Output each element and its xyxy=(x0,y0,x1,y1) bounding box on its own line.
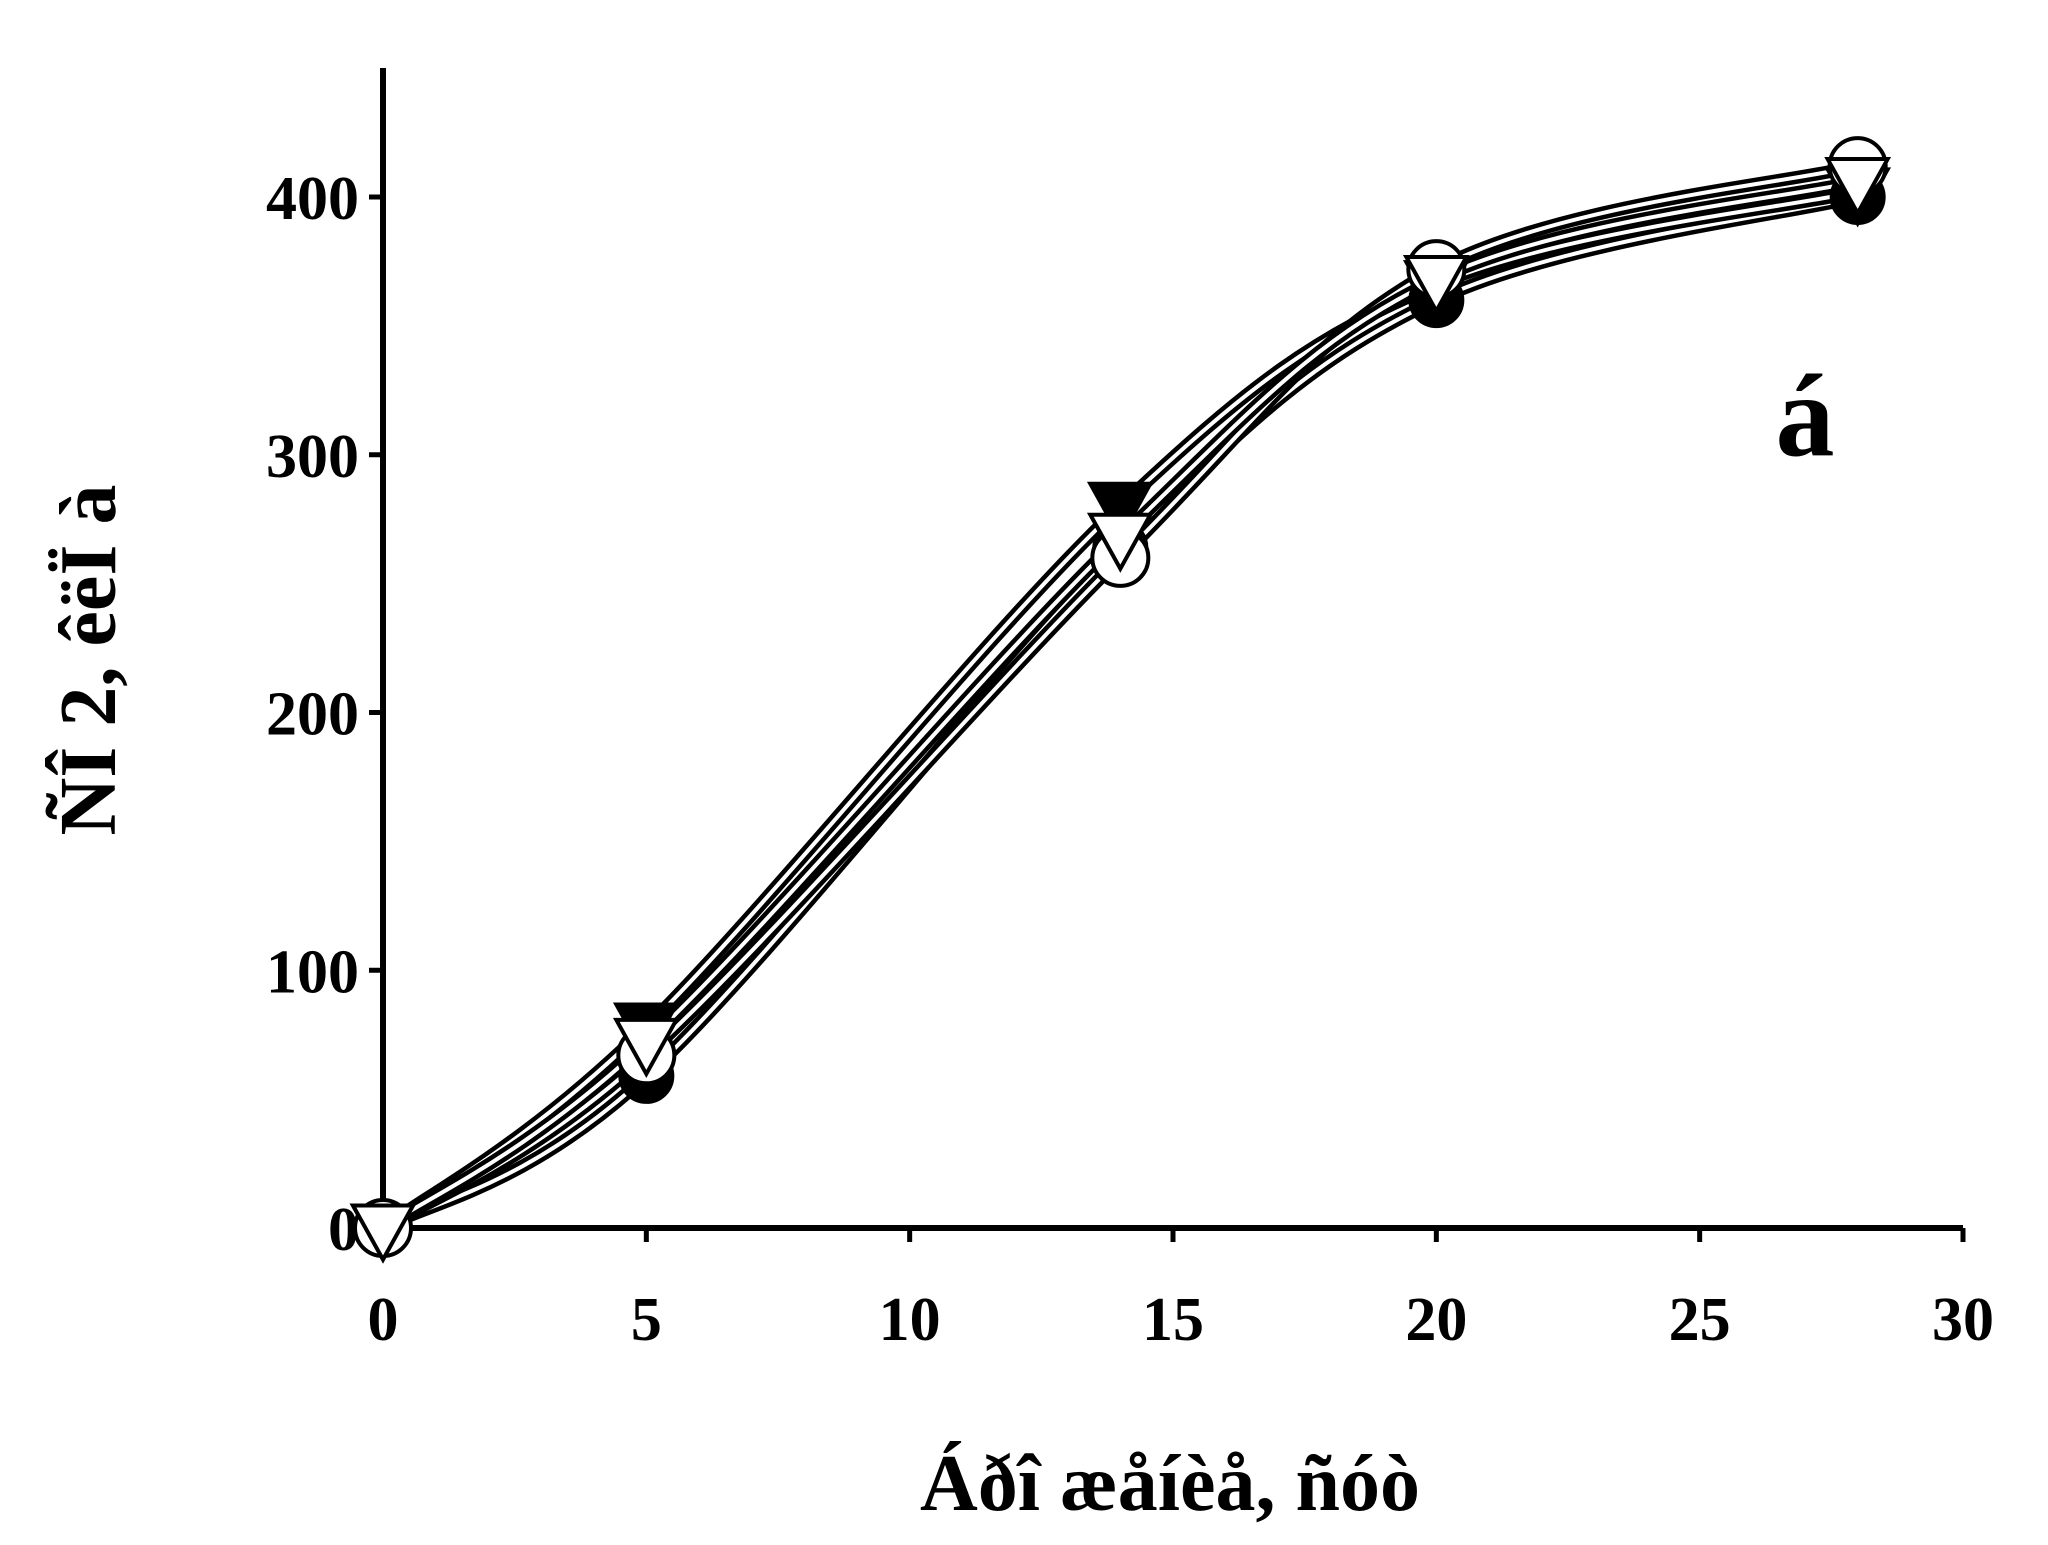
panel-label: á xyxy=(1776,350,1835,481)
y-tick-label: 400 xyxy=(266,165,359,233)
x-tick-label: 5 xyxy=(631,1286,662,1354)
y-axis-title: ÑÎ 2, êëÏ à xyxy=(45,484,133,835)
x-axis-title: Áðî æåíèå, ñóò xyxy=(920,1440,1420,1528)
point-filled-triangle-down-2 xyxy=(1086,481,1154,542)
y-tick-label: 100 xyxy=(266,938,359,1006)
point-open-triangle-down-2 xyxy=(1086,512,1154,573)
x-tick-label: 15 xyxy=(1142,1286,1204,1354)
x-tick-label: 30 xyxy=(1932,1286,1994,1354)
x-tick-label: 25 xyxy=(1669,1286,1731,1354)
point-open-triangle-down-1 xyxy=(612,1017,680,1079)
y-tick-label: 300 xyxy=(266,423,359,491)
point-open-triangle-down-0 xyxy=(349,1203,417,1264)
y-tick-label: 200 xyxy=(266,681,359,749)
x-tick-label: 10 xyxy=(879,1286,941,1354)
series-layer xyxy=(379,159,1860,1234)
x-tick-label: 20 xyxy=(1405,1286,1467,1354)
point-open-triangle-down-4 xyxy=(1824,157,1892,218)
point-open-triangle-down-3 xyxy=(1402,254,1470,316)
markers-layer xyxy=(349,136,1892,1264)
x-tick-label: 0 xyxy=(368,1286,399,1354)
